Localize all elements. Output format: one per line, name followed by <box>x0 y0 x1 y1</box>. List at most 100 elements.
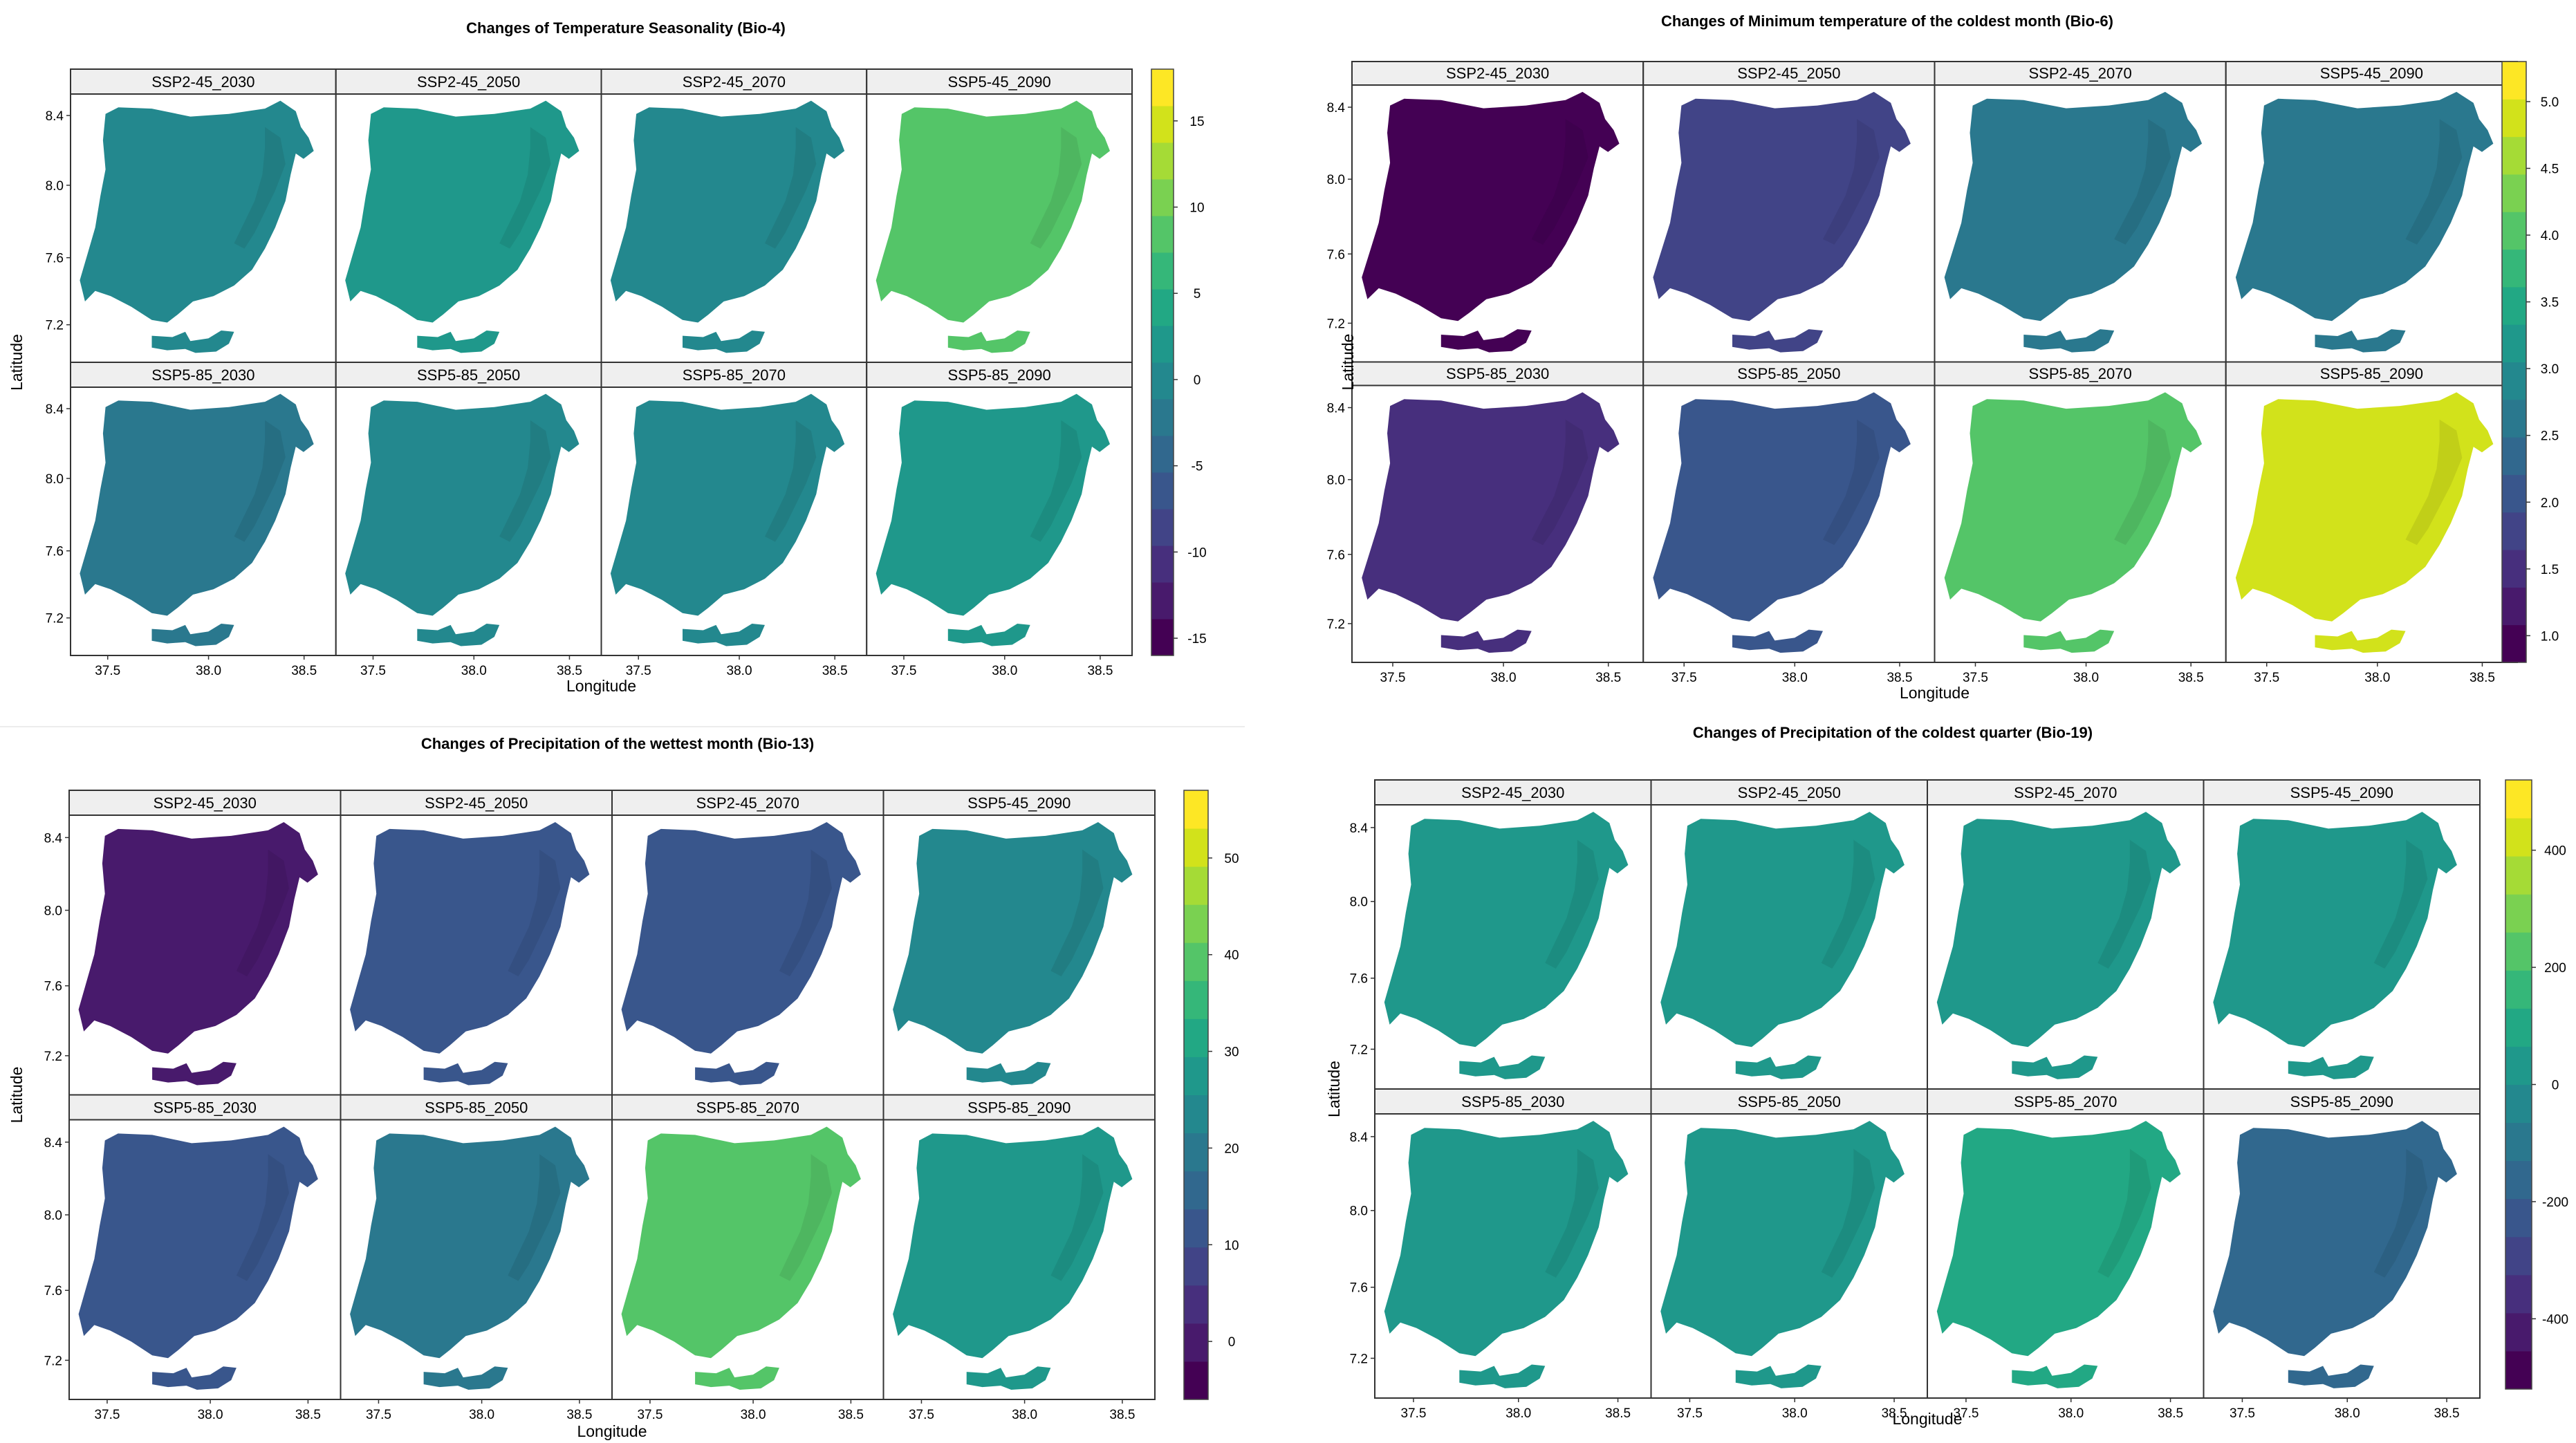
panel-label: SSP5-85_2050 <box>1738 1093 1841 1110</box>
lat-tick-label: 8.0 <box>1350 895 1368 910</box>
region-exclave-shape <box>1440 629 1532 653</box>
region-gradient-band <box>1050 849 1104 977</box>
longitude-axis-label: Longitude <box>1900 684 1970 702</box>
region-exclave-shape <box>695 1366 779 1390</box>
region-gradient-band <box>2373 1148 2428 1278</box>
panel-label: SSP2-45_2050 <box>425 794 528 812</box>
region-shape <box>1362 91 1620 322</box>
figure-title: Changes of Precipitation of the coldest … <box>1693 724 2093 741</box>
region-gradient-band <box>1821 1148 1875 1278</box>
region-shape <box>350 1126 590 1359</box>
colorbar-segment <box>2502 174 2526 212</box>
lon-tick-label: 38.0 <box>992 664 1017 678</box>
region-shape <box>78 1126 318 1359</box>
colorbar-tick-label: -10 <box>1187 546 1206 560</box>
region-exclave-shape <box>1732 329 1823 353</box>
region-exclave-shape <box>683 331 765 353</box>
region-shape <box>610 100 845 323</box>
colorbar-segment <box>1151 106 1174 143</box>
region-gradient-band <box>2405 119 2463 245</box>
panel-header <box>1374 779 1652 806</box>
figure-title: Changes of Temperature Seasonality (Bio-… <box>466 19 786 37</box>
colorbar-segment <box>2502 550 2526 588</box>
colorbar-tick-label: 10 <box>1224 1238 1239 1253</box>
lon-tick-label: 38.0 <box>1012 1408 1037 1422</box>
map-figure-bio4: Changes of Temperature Seasonality (Bio-… <box>8 19 1207 695</box>
panel-label: SSP2-45_2050 <box>1738 784 1841 801</box>
map-panel: SSP5-85_2050 <box>1642 361 1936 663</box>
panel-label: SSP2-45_2070 <box>683 73 786 91</box>
colorbar-segment <box>1184 904 1208 943</box>
colorbar-segment <box>1151 326 1174 363</box>
lon-tick-label: 38.0 <box>2073 671 2099 685</box>
region-gradient-band <box>1531 419 1588 546</box>
region-gradient-band <box>779 849 832 977</box>
lon-tick-label: 38.5 <box>1595 671 1621 685</box>
colorbar-segment <box>2505 780 2532 819</box>
region-shape <box>1936 812 2181 1048</box>
lon-tick-label: 38.5 <box>566 1408 592 1422</box>
lat-tick-label: 7.6 <box>46 252 64 266</box>
panel-label: SSP2-45_2030 <box>154 794 257 812</box>
region-exclave-shape <box>966 1366 1051 1390</box>
region-gradient-band <box>499 420 551 542</box>
panel-label: SSP2-45_2070 <box>2014 784 2117 801</box>
lon-tick-label: 37.5 <box>1963 671 1988 685</box>
panel-header <box>611 790 884 816</box>
colorbar-segment <box>1184 942 1208 981</box>
lon-tick-label: 38.0 <box>1505 1406 1531 1421</box>
colorbar-segment <box>2505 1350 2532 1390</box>
region-shape <box>621 1126 861 1359</box>
region-shape <box>1936 1121 2181 1357</box>
colorbar-segment <box>2502 136 2526 175</box>
lat-tick-label: 7.2 <box>46 319 64 333</box>
region-shape <box>2213 1121 2457 1357</box>
map-panel: SSP5-85_2030 <box>70 362 337 656</box>
region-shape <box>2213 812 2457 1048</box>
lat-tick-label: 8.4 <box>1327 101 1346 115</box>
colorbar-segment <box>1151 252 1174 290</box>
figure-title: Changes of Minimum temperature of the co… <box>1661 12 2113 30</box>
region-shape <box>1384 812 1629 1048</box>
colorbar-tick-label: 40 <box>1224 949 1239 963</box>
map-panel: SSP5-85_2070 <box>600 362 868 656</box>
colorbar-tick-label: 2.0 <box>2541 496 2559 510</box>
panel-header <box>1927 1088 2205 1115</box>
colorbar-segment <box>1184 790 1208 829</box>
lon-tick-label: 38.5 <box>1605 1406 1631 1421</box>
panel-label: SSP5-85_2090 <box>967 1099 1071 1116</box>
lon-tick-label: 38.0 <box>1491 671 1517 685</box>
colorbar-segment <box>2502 99 2526 138</box>
region-gradient-band <box>1030 420 1082 542</box>
colorbar: 5.0 4.5 4.0 3.5 3.0 2.5 2.0 1.5 1.0 <box>2501 61 2559 663</box>
lon-tick-label: 38.0 <box>727 664 752 678</box>
region-exclave-shape <box>966 1061 1051 1086</box>
colorbar-tick-label: 2.5 <box>2541 429 2559 444</box>
panel-label: SSP5-45_2090 <box>2290 784 2393 801</box>
lon-tick-label: 38.0 <box>198 1408 223 1422</box>
region-exclave-shape <box>1735 1364 1822 1388</box>
colorbar-tick-label: 5 <box>1194 287 1201 301</box>
panel-label: SSP2-45_2030 <box>151 73 254 91</box>
map-panel: SSP2-45_2070 <box>611 790 884 1096</box>
lat-tick-label: 8.4 <box>1350 1130 1369 1145</box>
colorbar-segment <box>2505 932 2532 971</box>
lon-tick-label: 37.5 <box>626 664 651 678</box>
map-panel: SSP2-45_2030 <box>1351 61 1644 363</box>
panel-header <box>866 68 1133 95</box>
lat-tick-label: 7.2 <box>44 1354 62 1368</box>
panel-header <box>2225 361 2518 387</box>
map-panel: SSP5-85_2090 <box>2203 1088 2481 1399</box>
region-gradient-band <box>508 849 561 977</box>
panel-header <box>866 362 1133 388</box>
region-exclave-shape <box>947 624 1030 646</box>
colorbar-tick-label: 0 <box>1228 1335 1236 1350</box>
colorbar-segment <box>2505 894 2532 933</box>
figure-title: Changes of Precipitation of the wettest … <box>421 735 814 752</box>
region-shape <box>2235 91 2494 322</box>
colorbar-segment <box>2505 1312 2532 1352</box>
colorbar-segment <box>1184 1209 1208 1248</box>
panel-label: SSP5-85_2090 <box>2320 365 2423 382</box>
map-panel: SSP2-45_2050 <box>340 790 613 1096</box>
colorbar-segment <box>1151 472 1174 510</box>
